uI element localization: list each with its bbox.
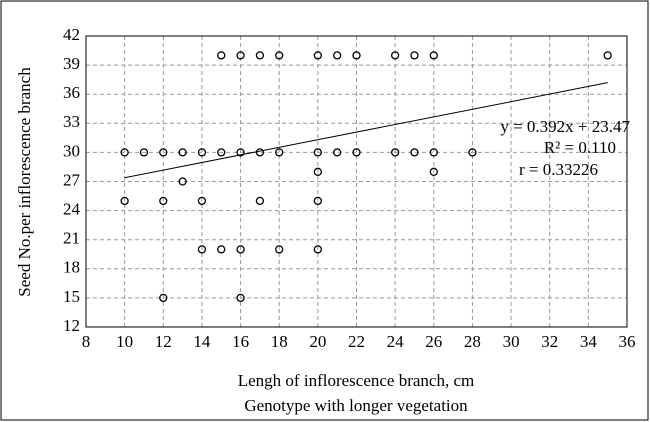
y-tick-label: 30	[63, 141, 80, 160]
point	[390, 51, 400, 60]
point	[236, 245, 245, 254]
point	[313, 196, 323, 206]
x-tick-label: 8	[82, 332, 91, 351]
y-tick-label: 42	[63, 25, 80, 44]
point	[178, 148, 187, 157]
y-axis-label: Seed No.per inflorescence branch	[15, 67, 34, 297]
y-tick-label: 39	[63, 54, 80, 73]
x-tick-label: 30	[503, 332, 520, 351]
point	[159, 196, 168, 206]
x-axis-label: Lengh of inflorescence branch, cm	[238, 371, 474, 390]
x-tick-label: 26	[425, 332, 442, 351]
subtitle: Genotype with longer vegetation	[244, 396, 468, 415]
point	[468, 148, 477, 157]
x-tick-label: 12	[155, 332, 172, 351]
y-tick-label: 21	[63, 229, 80, 248]
annotation: r = 0.33226	[519, 160, 598, 179]
x-tick-label: 36	[619, 332, 636, 351]
y-tick-label: 18	[63, 258, 80, 277]
y-tick-label: 24	[63, 200, 81, 219]
y-tick-label: 15	[63, 287, 80, 306]
x-tick-label: 32	[541, 332, 558, 351]
y-tick-label: 36	[63, 83, 80, 102]
point	[236, 51, 245, 60]
point	[352, 148, 361, 157]
point	[159, 293, 168, 303]
y-tick-label: 33	[63, 112, 80, 131]
point	[313, 245, 323, 254]
x-tick-label: 24	[387, 332, 405, 351]
point	[410, 148, 419, 157]
point	[390, 148, 400, 157]
point	[313, 148, 323, 157]
point	[333, 148, 342, 157]
point	[217, 245, 226, 254]
x-tick-label: 34	[580, 332, 598, 351]
point	[333, 51, 342, 60]
x-tick-label: 10	[116, 332, 133, 351]
y-tick-label: 27	[63, 170, 81, 189]
point	[178, 177, 187, 186]
point	[255, 196, 265, 206]
x-tick-label: 22	[348, 332, 365, 351]
point	[429, 148, 438, 157]
point	[159, 148, 168, 157]
point	[197, 196, 207, 206]
point	[352, 51, 361, 60]
annotation: R² = 0.110	[544, 138, 616, 157]
point	[120, 148, 129, 157]
x-tick-label: 14	[193, 332, 211, 351]
point	[313, 51, 323, 60]
point	[217, 51, 226, 60]
point	[236, 148, 245, 157]
y-tick-label: 12	[63, 316, 80, 335]
plot-border	[85, 35, 628, 328]
x-tick-label: 16	[232, 332, 249, 351]
annotation: y = 0.392x + 23.47	[500, 117, 630, 136]
point	[429, 167, 438, 176]
point	[120, 196, 129, 206]
trendline	[124, 82, 608, 179]
point	[217, 148, 226, 157]
point	[429, 51, 438, 60]
point	[236, 293, 245, 303]
point	[255, 148, 265, 157]
point	[139, 148, 149, 157]
point	[275, 245, 284, 254]
point	[603, 51, 612, 60]
point	[410, 51, 419, 60]
point	[197, 245, 207, 254]
point	[255, 51, 265, 60]
x-tick-label: 28	[464, 332, 481, 351]
point	[197, 148, 207, 157]
x-tick-label: 20	[309, 332, 326, 351]
point	[275, 148, 284, 157]
x-tick-label: 18	[271, 332, 288, 351]
point	[313, 167, 323, 176]
point	[275, 51, 284, 60]
